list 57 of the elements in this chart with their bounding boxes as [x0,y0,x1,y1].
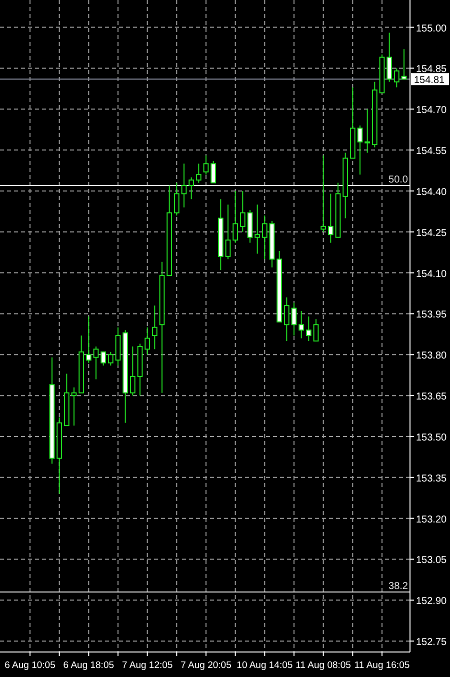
candlestick [364,108,370,154]
candlestick [144,326,150,356]
candlestick [71,386,77,426]
annotation: 50.0 [388,174,408,186]
candlestick [240,190,246,232]
y-tick-label: 152.75 [416,637,448,648]
y-tick-label: 154.55 [416,146,448,158]
candlestick [401,48,407,80]
y-tick-label: 153.80 [416,350,448,362]
candlestick [130,346,136,396]
candlestick [188,176,194,200]
candlestick [328,193,334,244]
y-tick-label: 153.95 [416,310,448,321]
x-tick-label: 10 Aug 14:05 [236,660,293,671]
x-tick-label: 6 Aug 10:05 [4,660,56,671]
candlestick [386,32,392,82]
candlestick [196,163,202,184]
y-tick-label: 153.35 [416,473,448,484]
candlestick [298,310,304,339]
y-tick-label: 154.40 [416,186,448,198]
x-tick-label: 7 Aug 20:05 [180,660,232,671]
x-tick-label: 11 Aug 16:05 [354,660,410,671]
x-tick-label: 7 Aug 12:05 [122,660,173,671]
candlestick [108,351,114,366]
candlestick [284,296,290,342]
x-tick-label: 11 Aug 08:05 [296,660,351,671]
y-tick-label: 154.70 [416,105,448,116]
candlestick [254,204,260,254]
candlestick [181,163,187,208]
candlestick [100,351,106,366]
y-tick-label: 154.25 [416,228,448,239]
candlestick [86,316,92,364]
candlestick [262,215,268,260]
candlestick [225,204,231,260]
candlestick [320,155,326,232]
y-tick-label: 153.65 [416,392,448,403]
x-tick-label: 6 Aug 18:05 [63,660,114,671]
y-tick-label: 152.90 [416,596,448,608]
candlestick [291,302,297,336]
candlestick [210,160,216,184]
ref-line-label: 154.81 [414,75,446,86]
annotation: 38.2 [388,580,408,592]
candlestick [313,318,319,342]
candlestick [203,155,209,176]
y-tick-label: 153.50 [416,432,448,444]
y-tick-label: 153.20 [416,514,448,526]
candlestick [394,68,400,88]
candlestick [152,305,158,350]
candlestick [232,190,238,244]
y-tick-label: 155.00 [416,23,448,34]
candlestick [174,182,180,216]
y-tick-label: 154.10 [416,268,448,280]
candlestick [357,124,363,176]
candlestick [306,316,312,342]
y-tick-label: 154.85 [416,64,448,76]
candlestick [93,346,99,380]
y-tick-label: 153.05 [416,555,448,566]
